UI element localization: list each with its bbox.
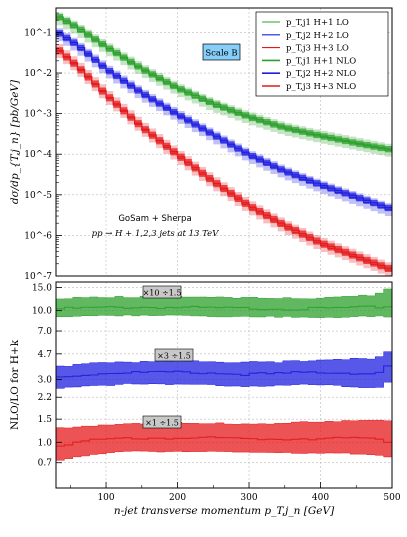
x-tick-label: 400	[312, 493, 329, 503]
y-tick-label: 15.0	[32, 283, 52, 293]
y-tick-label: 7.0	[38, 327, 53, 337]
x-tick-label: 300	[240, 493, 257, 503]
y-tick-label: 10^-6	[24, 231, 52, 241]
y-tick-label: 0.7	[38, 459, 53, 469]
x-tick-label: 200	[169, 493, 186, 503]
y-tick-label: 1.0	[38, 438, 53, 448]
x-axis-title: n-jet transverse momentum p_T,j_n [GeV]	[114, 505, 335, 517]
factor-box-2	[154, 348, 194, 362]
top-lines	[56, 16, 392, 271]
band-3	[56, 43, 392, 277]
y-tick-label: 1.5	[38, 415, 53, 425]
bottom-frame	[55, 281, 393, 489]
legend-label-5: p_T,j2 H+2 NLO	[286, 69, 356, 79]
factor-box-3	[142, 415, 182, 429]
ratio-band-2	[55, 351, 393, 389]
generator-label: GoSam + Sherpa	[118, 214, 191, 224]
factor-label-2: ×3 ÷1.5	[157, 352, 191, 361]
y-tick-label: 10^-1	[24, 28, 52, 38]
legend-label-3: p_T,j3 H+3 LO	[286, 44, 349, 54]
x-tick-label: 100	[97, 493, 114, 503]
scale-label-box: Scale B	[202, 43, 241, 61]
factor-label-1: ×10 ÷1.5	[143, 289, 182, 298]
bottom-bands	[55, 288, 393, 461]
ratio-band-3	[55, 419, 393, 461]
legend-label-1: p_T,j1 H+1 LO	[286, 18, 349, 28]
y-tick-label: 10.0	[32, 307, 52, 317]
y-tick-label: 2.2	[38, 393, 52, 403]
bottom-x-ticks: 100 200 300 400 500	[69, 482, 401, 503]
top-y-axis-title: dσ/dp_{T,j_n} [pb/GeV]	[9, 79, 21, 204]
legend-label-4: p_T,j1 H+1 NLO	[286, 56, 356, 66]
process-label: pp → H + 1,2,3 jets at 13 TeV	[92, 229, 220, 239]
bottom-y-ticks: 0.7 1.0 1.5 2.2 3.0 4.7 7.0 10.0 15.0	[32, 283, 62, 469]
factor-label-3: ×1 ÷1.5	[145, 419, 179, 428]
factor-box-1	[142, 285, 182, 299]
ratio-line-3	[56, 436, 392, 447]
y-tick-label: 10^-4	[24, 150, 52, 160]
legend-label-2: p_T,j2 H+2 LO	[286, 31, 349, 41]
scale-label: Scale B	[205, 49, 237, 59]
ratio-band-1	[55, 288, 393, 318]
legend-label-6: p_T,j3 H+3 NLO	[286, 82, 356, 92]
ratio-line-1	[56, 305, 392, 311]
y-tick-label: 10^-2	[24, 69, 52, 79]
y-tick-label: 4.7	[38, 350, 53, 360]
y-tick-label: 10^-3	[24, 110, 52, 120]
series-line-4	[56, 16, 392, 150]
y-tick-label: 10^-5	[24, 191, 52, 201]
bottom-lines	[56, 305, 392, 447]
factor-labels: ×10 ÷1.5 ×3 ÷1.5 ×1 ÷1.5	[142, 285, 194, 429]
x-tick-label: 500	[383, 493, 400, 503]
legend: p_T,j1 H+1 LO p_T,j2 H+2 LO p_T,j3 H+3 LO p…	[255, 11, 389, 97]
bottom-y-axis-title: NLO/LO for H+k	[9, 339, 21, 430]
y-tick-label: 3.0	[38, 375, 53, 385]
ratio-line-2	[56, 365, 392, 378]
series-line-6	[56, 49, 392, 269]
y-tick-label: 10^-7	[24, 272, 52, 282]
top-y-ticks: 10^-7 10^-6 10^-5 10^-4 10^-3 10^-2 10^-1	[24, 7, 62, 282]
series-line-5	[56, 32, 392, 209]
